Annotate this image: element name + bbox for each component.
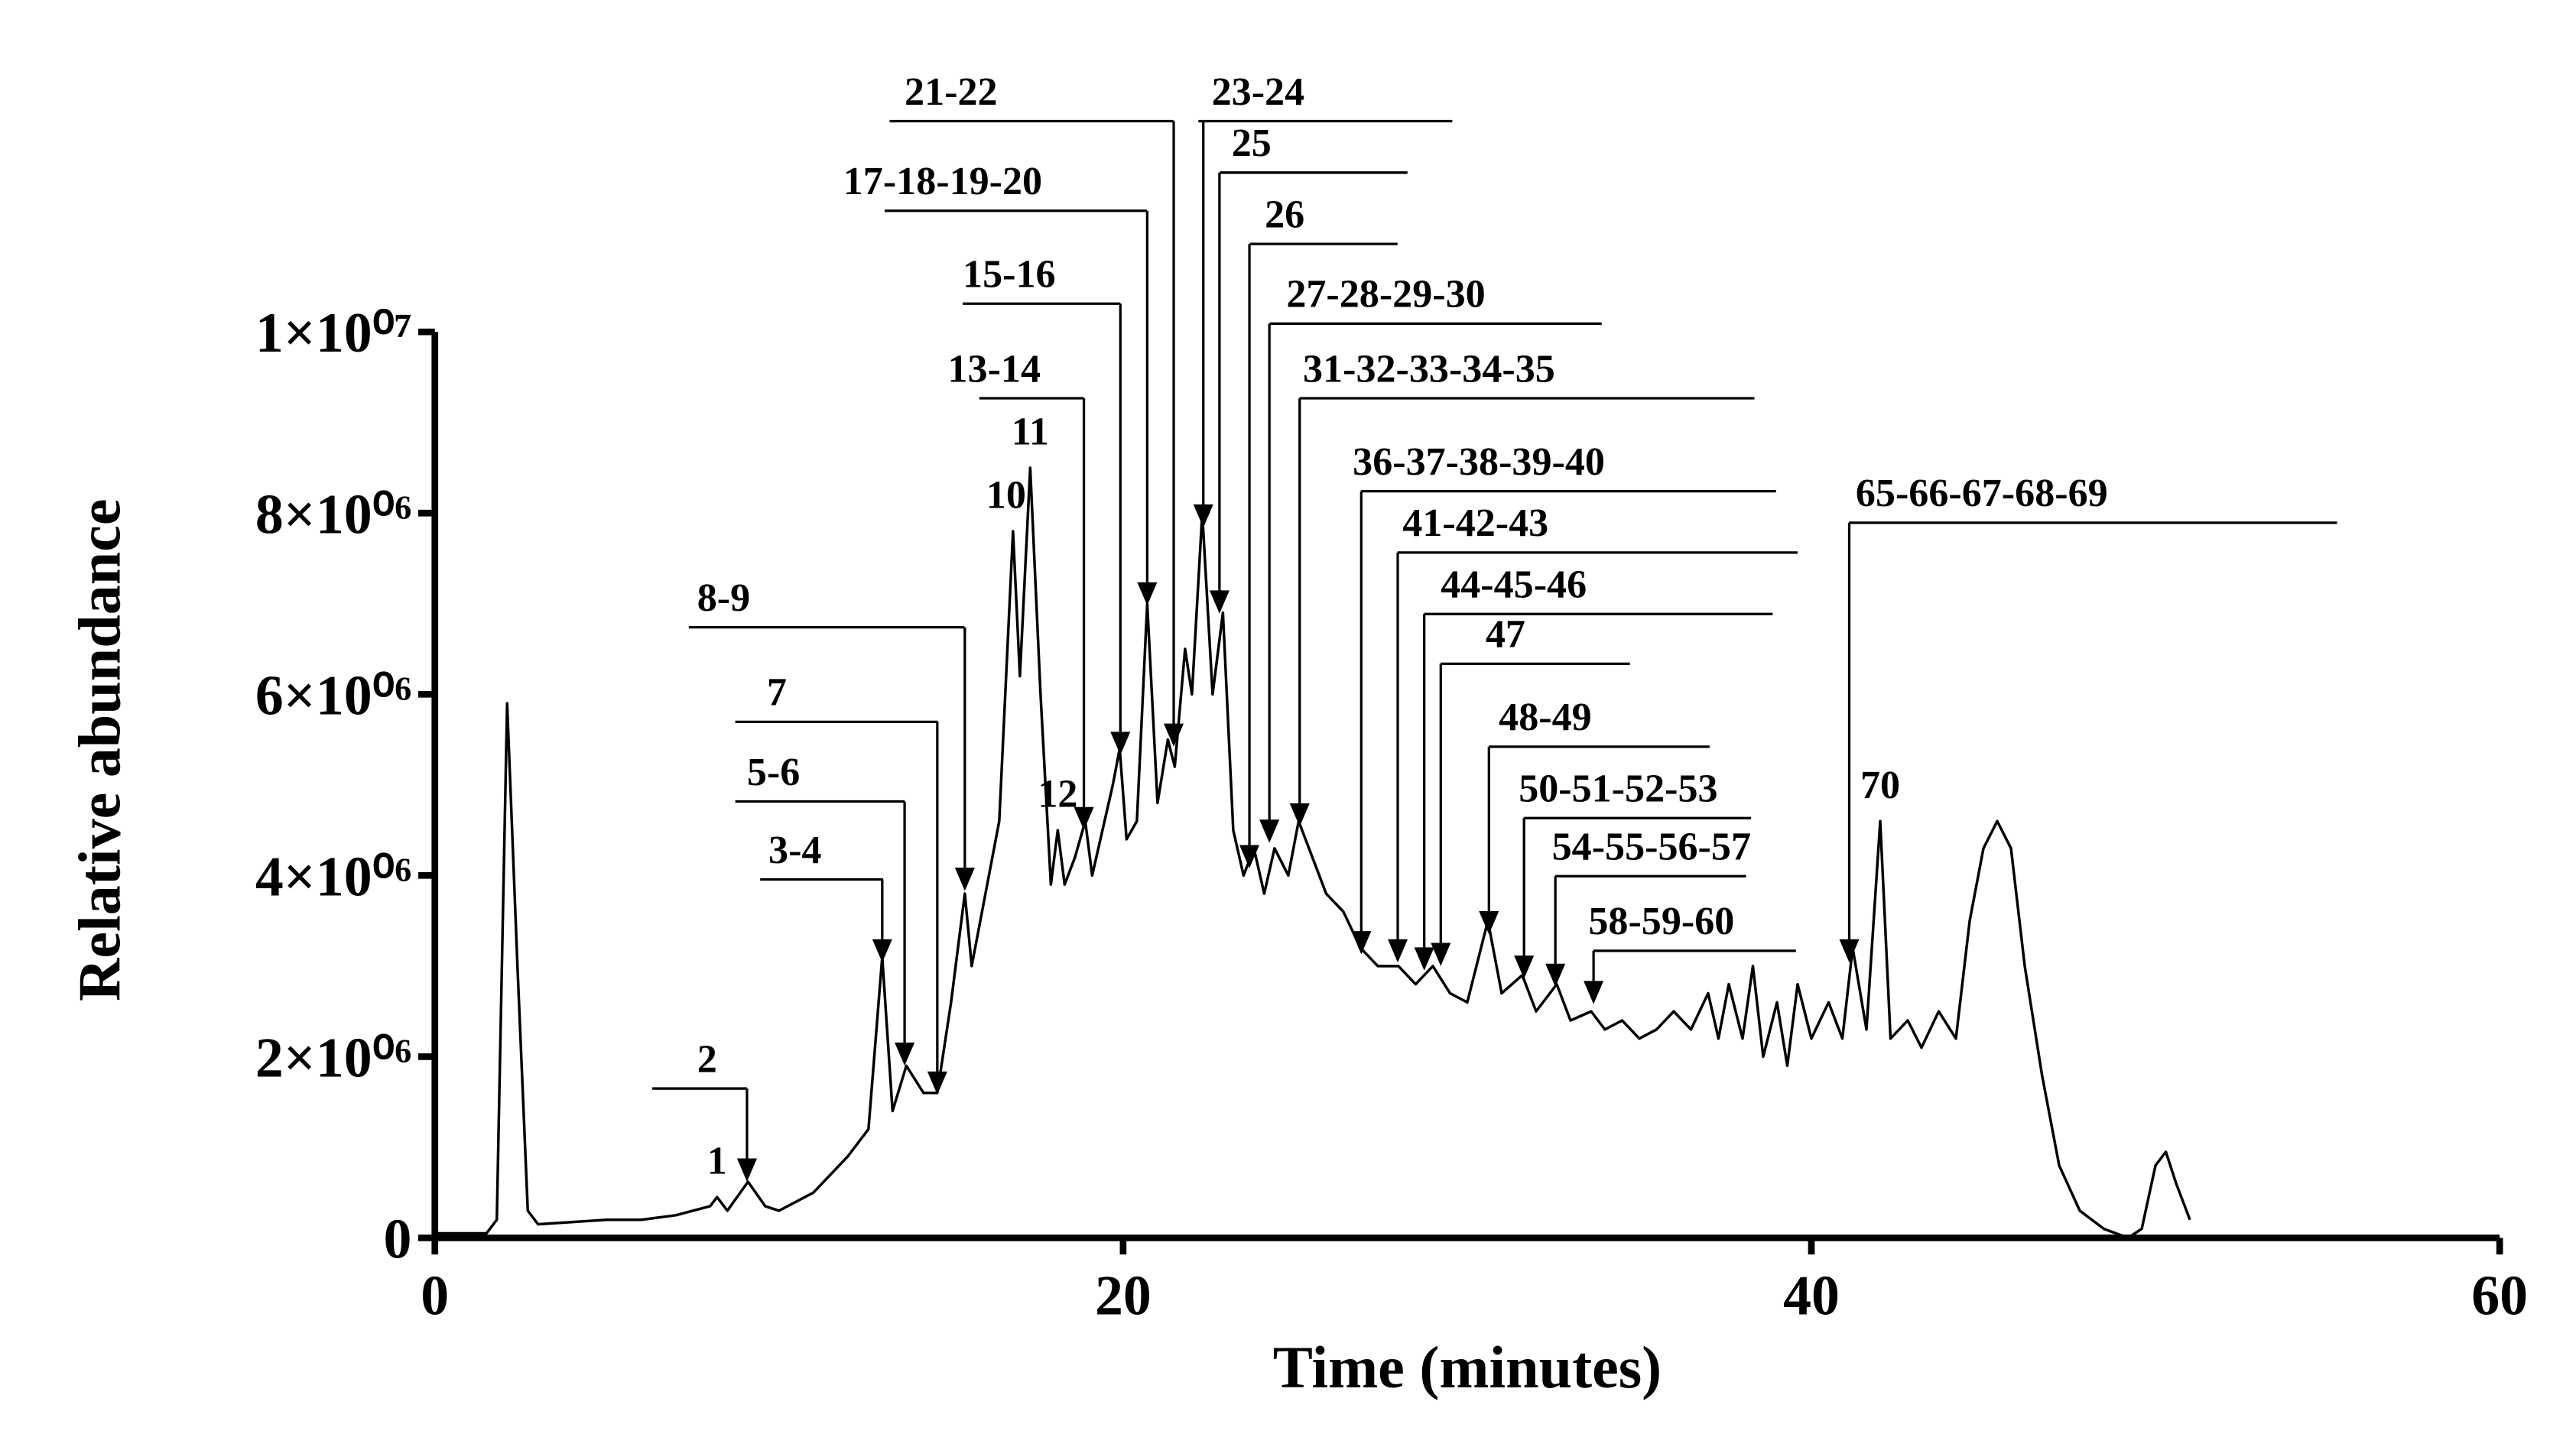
arrow-head (736, 1158, 757, 1182)
peak-annotation: 58-59-60 (1588, 900, 1734, 943)
peak-annotation: 50-51-52-53 (1519, 767, 1717, 811)
arrow-head (1137, 582, 1158, 606)
arrow (872, 879, 892, 963)
peak-annotation: 41-42-43 (1402, 501, 1548, 545)
peak-annotation: 3-4 (768, 829, 821, 872)
peak-annotation: 44-45-46 (1441, 563, 1587, 607)
arrow (1164, 121, 1184, 748)
arrow (1388, 552, 1408, 963)
peak-annotation: 5-6 (747, 751, 800, 794)
y-axis-title: Relative abundance (66, 498, 132, 1001)
peak-annotation: 13-14 (947, 347, 1040, 391)
y-tick-label: 2×10⁰⁶ (255, 1026, 411, 1088)
peak-annotation: 54-55-56-57 (1552, 826, 1751, 869)
arrow (1479, 746, 1499, 935)
arrow (927, 722, 947, 1095)
arrow-head (1479, 910, 1499, 935)
x-tick-label: 60 (2471, 1264, 2528, 1326)
arrow (1110, 303, 1131, 755)
x-tick-label: 20 (1095, 1264, 1152, 1326)
peak-annotation: 65-66-67-68-69 (1856, 472, 2108, 515)
y-tick-label: 0 (383, 1207, 411, 1270)
peak-label: 70 (1860, 764, 1900, 807)
y-tick-label: 4×10⁰⁶ (255, 845, 411, 907)
arrow (1351, 491, 1372, 955)
peak-annotation: 26 (1265, 193, 1304, 236)
arrow (1431, 663, 1451, 966)
arrow-head (895, 1042, 915, 1066)
arrow (1545, 876, 1566, 988)
peak-annotation: 31-32-33-34-35 (1303, 347, 1555, 391)
peak-annotation: 21-22 (905, 70, 998, 114)
arrow-head (872, 939, 892, 963)
y-tick-label: 6×10⁰⁶ (255, 663, 411, 726)
arrow (1239, 244, 1260, 868)
arrow (1839, 522, 1860, 963)
arrow (1209, 172, 1230, 614)
x-tick-label: 0 (421, 1264, 449, 1326)
arrow (1193, 121, 1213, 528)
trace (434, 466, 2191, 1240)
peak-label: 10 (986, 474, 1026, 517)
arrow-head (1351, 931, 1372, 955)
arrow (1259, 323, 1280, 843)
arrow (1414, 614, 1434, 971)
peak-annotation: 47 (1486, 613, 1525, 657)
arrow-head (1110, 732, 1131, 755)
arrow (736, 1088, 757, 1182)
peak-label: 11 (1012, 410, 1049, 454)
arrow-head (1193, 504, 1213, 528)
arrow (1584, 950, 1604, 1004)
arrow-head (1431, 942, 1451, 966)
y-tick-label: 8×10⁰⁶ (255, 482, 411, 545)
arrow-head (1514, 955, 1535, 979)
peak-annotation: 7 (767, 671, 787, 715)
arrow-head (1074, 806, 1094, 831)
arrow-head (1239, 845, 1260, 868)
y-tick-label: 1×10⁰⁷ (255, 301, 411, 364)
arrow-head (1545, 963, 1566, 988)
arrow-head (1164, 723, 1184, 748)
arrow-head (1259, 819, 1280, 843)
x-axis-title: Time (minutes) (1273, 1334, 1662, 1400)
arrow (1289, 398, 1310, 827)
arrow-head (1839, 939, 1860, 963)
arrow-head (927, 1071, 947, 1095)
arrow (1074, 398, 1094, 831)
x-tick-label: 40 (1783, 1264, 1840, 1326)
peak-annotation: 2 (697, 1037, 717, 1081)
peak-annotation: 15-16 (963, 253, 1056, 297)
peak-label: 1 (707, 1140, 727, 1183)
arrow-head (1584, 981, 1604, 1004)
arrow-head (1414, 947, 1434, 971)
arrow (954, 627, 975, 891)
arrow-head (1209, 590, 1230, 614)
peak-annotation: 25 (1232, 122, 1272, 165)
peak-annotation: 36-37-38-39-40 (1353, 440, 1605, 484)
arrow (1137, 210, 1158, 606)
arrow (895, 801, 915, 1066)
arrow-head (1289, 803, 1310, 827)
peak-label: 12 (1038, 773, 1077, 816)
arrow (1514, 818, 1535, 979)
arrow-head (954, 868, 975, 891)
peak-annotation: 23-24 (1212, 70, 1305, 114)
peak-annotation: 17-18-19-20 (843, 160, 1042, 203)
peak-annotation: 48-49 (1499, 696, 1591, 739)
peak-annotation: 8-9 (697, 576, 750, 620)
peak-annotation: 27-28-29-30 (1286, 273, 1485, 316)
arrow-head (1388, 939, 1408, 963)
